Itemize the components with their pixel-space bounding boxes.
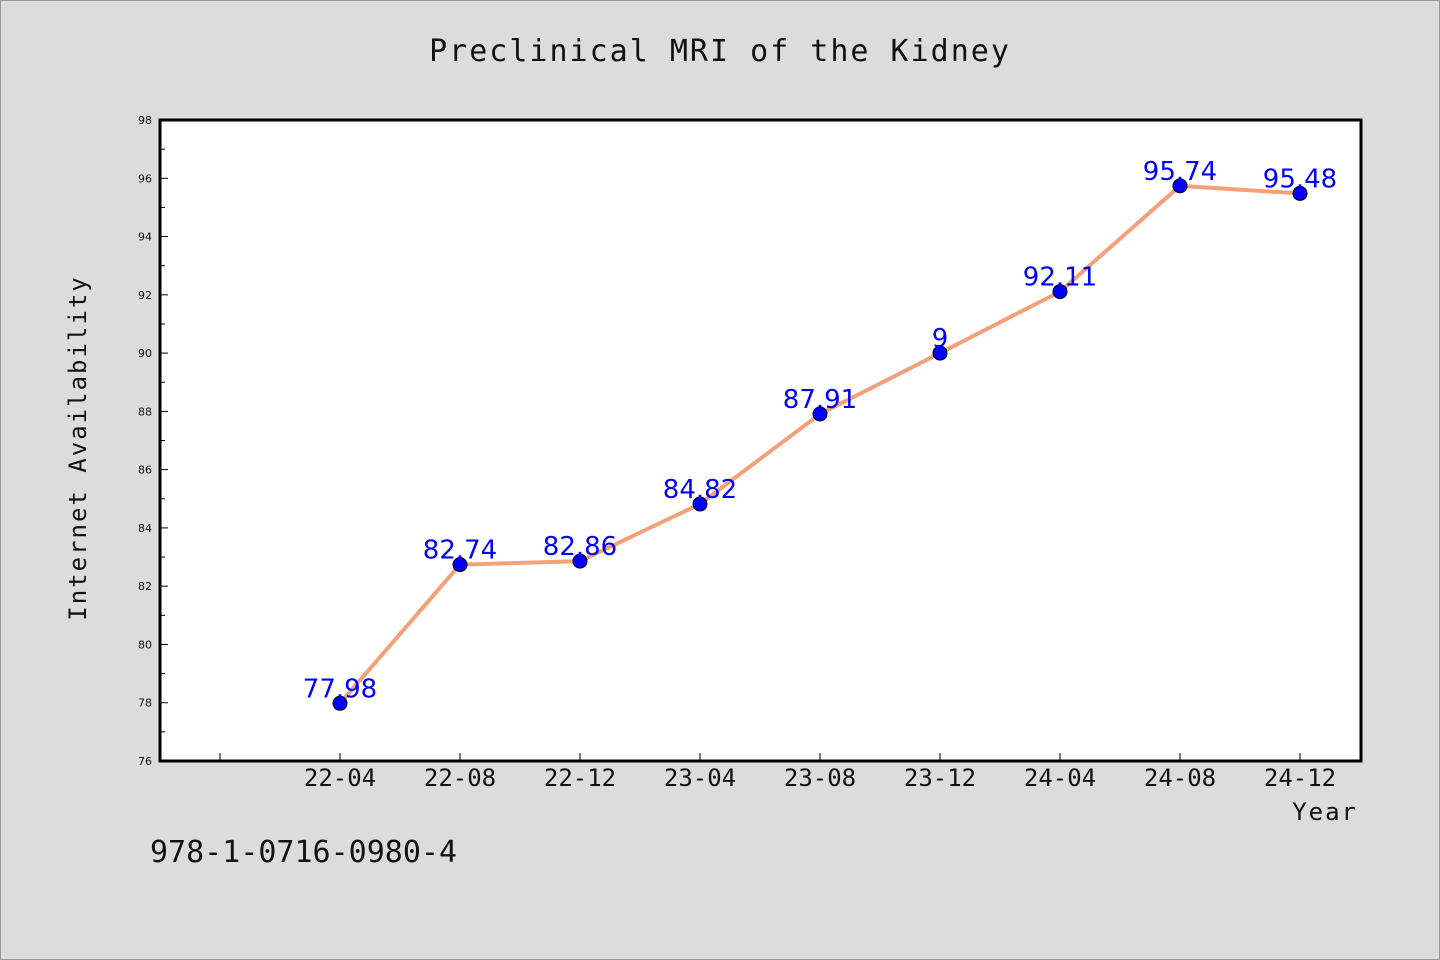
data-point bbox=[692, 496, 708, 512]
x-tick-label: 24-08 bbox=[1144, 764, 1216, 792]
data-label: 84.82 bbox=[663, 475, 737, 505]
y-tick-label: 98 bbox=[138, 114, 152, 127]
data-label: 95.48 bbox=[1263, 164, 1337, 194]
y-tick-label: 88 bbox=[138, 405, 152, 418]
series-group: 77.98 82.74 82.86 84.82 87.91 9 92.11 95.74 95.4… bbox=[303, 157, 1337, 711]
y-tick-label: 96 bbox=[138, 172, 152, 185]
x-tick-label: 24-04 bbox=[1024, 764, 1096, 792]
chart-title: Preclinical MRI of the Kidney bbox=[429, 34, 1011, 69]
data-label: 9 bbox=[932, 324, 949, 354]
data-label: 82.74 bbox=[423, 536, 497, 566]
y-tick-label: 90 bbox=[138, 347, 152, 360]
plot-area bbox=[158, 118, 1363, 763]
data-point bbox=[572, 553, 588, 569]
x-tick-label: 23-04 bbox=[664, 764, 736, 792]
y-tick-label: 82 bbox=[138, 580, 152, 593]
y-tick-label: 80 bbox=[138, 638, 152, 651]
x-axis: 22-04 22-08 22-12 23-04 23-08 23-12 24-04 24-08… bbox=[219, 753, 1336, 792]
caption-isbn: 978-1-0716-0980-4 bbox=[150, 835, 458, 870]
y-axis-label: Internet Availability bbox=[64, 275, 92, 620]
y-tick-label: 94 bbox=[138, 231, 152, 244]
y-tick-label: 84 bbox=[138, 522, 152, 535]
y-tick-label: 86 bbox=[138, 464, 152, 477]
data-point bbox=[812, 406, 828, 422]
x-tick-label: 24-12 bbox=[1264, 764, 1336, 792]
data-point bbox=[332, 695, 348, 711]
x-tick-label: 23-08 bbox=[784, 764, 856, 792]
data-label: 87.91 bbox=[783, 385, 857, 415]
x-tick-label: 22-08 bbox=[424, 764, 496, 792]
data-point bbox=[1172, 178, 1188, 194]
x-tick-label: 23-12 bbox=[904, 764, 976, 792]
data-label: 82.86 bbox=[543, 532, 617, 562]
data-label: 95.74 bbox=[1143, 157, 1217, 187]
data-point bbox=[932, 345, 948, 361]
y-tick-label: 76 bbox=[138, 755, 152, 768]
data-point bbox=[1292, 185, 1308, 201]
data-point bbox=[452, 557, 468, 573]
y-tick-label: 78 bbox=[138, 697, 152, 710]
y-tick-label: 92 bbox=[138, 289, 152, 302]
x-tick-label: 22-04 bbox=[304, 764, 376, 792]
x-tick-label: 22-12 bbox=[544, 764, 616, 792]
data-point bbox=[1052, 284, 1068, 300]
y-axis: 76 78 80 82 84 86 88 90 92 94 96 98 bbox=[138, 114, 168, 768]
data-label: 92.11 bbox=[1023, 263, 1097, 293]
x-axis-label: Year bbox=[1292, 798, 1358, 826]
data-label: 77.98 bbox=[303, 674, 377, 704]
